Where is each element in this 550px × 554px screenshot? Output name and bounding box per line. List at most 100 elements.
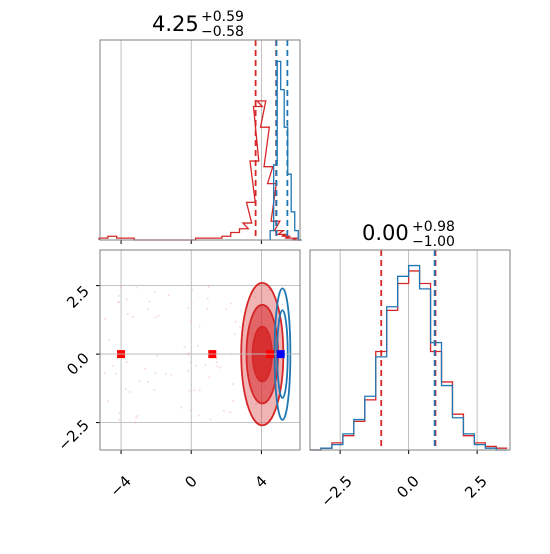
sample-point: [189, 320, 192, 323]
sample-point: [222, 409, 225, 412]
sample-point: [189, 409, 192, 412]
top-frame: [99, 39, 301, 241]
sample-point: [164, 372, 167, 375]
scatter-x-ticklabels: −4 0 4: [106, 472, 270, 500]
sample-point: [189, 361, 192, 364]
right-histogram-panel: [309, 249, 511, 454]
sample-point: [194, 364, 197, 367]
top-histogram-panel: [98, 39, 302, 244]
sample-point: [180, 406, 183, 409]
sample-point: [146, 381, 149, 384]
right-x-ticklabels: −2.5 0.0 2.5: [317, 472, 490, 510]
sample-point: [183, 346, 186, 349]
x-ticklabel-1: −4: [106, 472, 134, 500]
sample-point: [117, 300, 120, 303]
x-ticklabel-2: 0: [181, 472, 200, 491]
sample-point: [207, 285, 210, 288]
sample-point: [138, 379, 141, 382]
sample-point: [197, 414, 200, 417]
top-title: 4.25: [152, 12, 199, 36]
y-ticklabel-1: 2.5: [63, 282, 93, 312]
sample-point: [128, 390, 131, 393]
sample-point: [154, 372, 157, 375]
sample-point: [146, 307, 149, 310]
sample-point: [193, 389, 196, 392]
sample-point: [144, 367, 147, 370]
top-title-sub: −0.58: [201, 24, 244, 40]
sample-point: [229, 302, 232, 305]
sample-point: [103, 372, 106, 375]
sample-point: [232, 399, 235, 402]
scatter-clip-group: [100, 281, 300, 427]
sample-point: [119, 285, 122, 288]
right-title-sup: +0.98: [412, 219, 455, 235]
top-hist-series-1: [98, 100, 301, 241]
sample-point: [188, 352, 191, 355]
rx-ticklabel-2: 0.0: [393, 472, 423, 502]
sample-point: [225, 307, 228, 310]
rx-ticklabel-3: 2.5: [461, 472, 491, 502]
sample-point: [154, 316, 157, 319]
sample-point: [206, 297, 209, 300]
marker-4: [276, 350, 285, 359]
sample-point: [125, 360, 128, 363]
sample-point: [104, 318, 107, 321]
sample-point: [197, 344, 200, 347]
sample-point: [232, 383, 235, 386]
sample-point: [218, 366, 221, 369]
sample-point: [111, 365, 114, 368]
sample-point: [118, 412, 121, 415]
sample-point: [204, 363, 207, 366]
sample-point: [208, 376, 211, 379]
sample-point: [255, 402, 258, 405]
sample-point: [198, 325, 201, 328]
sample-point: [238, 326, 241, 329]
sample-point: [215, 357, 218, 360]
sample-point: [187, 306, 190, 309]
right-title-sub: −1.00: [412, 234, 455, 250]
sample-point: [117, 294, 120, 297]
sample-point: [132, 315, 135, 318]
sample-point: [157, 314, 160, 317]
sample-point: [190, 289, 193, 292]
sample-point: [233, 332, 236, 335]
y-ticklabel-2: 0.0: [63, 349, 93, 379]
scatter-panel: [96, 249, 301, 454]
top-title-sup: +0.59: [201, 9, 244, 25]
rx-ticklabel-1: −2.5: [317, 472, 355, 510]
y-ticklabel-3: −2.5: [54, 416, 92, 454]
right-frame: [309, 249, 511, 451]
sample-point: [126, 312, 129, 315]
sample-point: [114, 372, 117, 375]
top-hist-series-2: [269, 60, 302, 241]
sample-point: [215, 361, 218, 364]
sample-point: [268, 288, 271, 291]
right-title-main: 0.00: [362, 221, 409, 245]
sample-point: [107, 400, 110, 403]
sample-point: [209, 418, 212, 421]
sample-point: [190, 302, 193, 305]
sample-point: [254, 296, 257, 299]
sample-point: [170, 373, 173, 376]
scatter-frame: [99, 249, 301, 451]
sample-point: [148, 300, 151, 303]
sample-point: [187, 369, 190, 372]
scatter-y-ticklabels: 2.5 0.0 −2.5: [54, 282, 92, 454]
right-title: 0.00: [362, 221, 409, 245]
top-title-main: 4.25: [152, 12, 199, 36]
sample-point: [124, 388, 127, 391]
sample-point: [198, 389, 201, 392]
sample-point: [229, 411, 232, 414]
sample-point: [281, 303, 284, 306]
sample-point: [134, 421, 137, 424]
sample-point: [136, 414, 139, 417]
sample-point: [206, 307, 209, 310]
sample-point: [167, 294, 170, 297]
sample-point: [135, 286, 138, 289]
right-hist-series-2: [310, 264, 508, 451]
sample-point: [125, 298, 128, 301]
sample-point: [135, 416, 138, 419]
sample-point: [118, 418, 121, 421]
sample-point: [216, 365, 219, 368]
